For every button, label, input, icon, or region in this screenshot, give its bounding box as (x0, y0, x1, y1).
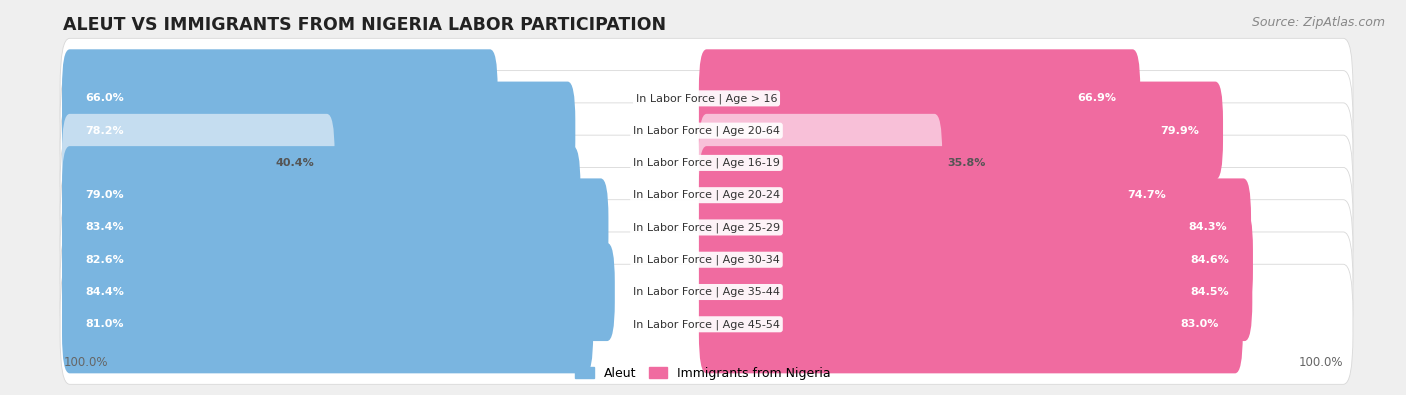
Text: In Labor Force | Age 25-29: In Labor Force | Age 25-29 (633, 222, 780, 233)
Text: 66.9%: 66.9% (1077, 93, 1116, 103)
Legend: Aleut, Immigrants from Nigeria: Aleut, Immigrants from Nigeria (569, 362, 837, 385)
Text: In Labor Force | Age 35-44: In Labor Force | Age 35-44 (633, 287, 780, 297)
Text: Source: ZipAtlas.com: Source: ZipAtlas.com (1251, 16, 1385, 29)
Text: In Labor Force | Age 20-24: In Labor Force | Age 20-24 (633, 190, 780, 200)
Text: 83.0%: 83.0% (1181, 319, 1219, 329)
FancyBboxPatch shape (699, 243, 1253, 341)
Text: 79.0%: 79.0% (86, 190, 124, 200)
FancyBboxPatch shape (62, 275, 593, 373)
Text: 79.9%: 79.9% (1160, 126, 1199, 135)
Text: In Labor Force | Age > 16: In Labor Force | Age > 16 (636, 93, 778, 103)
Text: ALEUT VS IMMIGRANTS FROM NIGERIA LABOR PARTICIPATION: ALEUT VS IMMIGRANTS FROM NIGERIA LABOR P… (63, 16, 666, 34)
FancyBboxPatch shape (60, 135, 1353, 255)
Text: 74.7%: 74.7% (1128, 190, 1167, 200)
Text: 78.2%: 78.2% (86, 126, 124, 135)
Text: 84.4%: 84.4% (86, 287, 125, 297)
Text: 100.0%: 100.0% (63, 356, 108, 369)
FancyBboxPatch shape (60, 167, 1353, 288)
Text: In Labor Force | Age 20-64: In Labor Force | Age 20-64 (633, 125, 780, 136)
FancyBboxPatch shape (62, 146, 581, 244)
FancyBboxPatch shape (699, 275, 1243, 373)
FancyBboxPatch shape (699, 179, 1251, 276)
Text: In Labor Force | Age 16-19: In Labor Force | Age 16-19 (633, 158, 780, 168)
FancyBboxPatch shape (60, 103, 1353, 223)
FancyBboxPatch shape (60, 200, 1353, 320)
Text: In Labor Force | Age 45-54: In Labor Force | Age 45-54 (633, 319, 780, 329)
Text: 84.6%: 84.6% (1191, 255, 1229, 265)
FancyBboxPatch shape (699, 49, 1140, 147)
FancyBboxPatch shape (62, 243, 614, 341)
Text: In Labor Force | Age 30-34: In Labor Force | Age 30-34 (633, 254, 780, 265)
Text: 35.8%: 35.8% (948, 158, 986, 168)
FancyBboxPatch shape (60, 71, 1353, 191)
FancyBboxPatch shape (62, 82, 575, 180)
Text: 83.4%: 83.4% (86, 222, 124, 233)
FancyBboxPatch shape (699, 146, 1189, 244)
FancyBboxPatch shape (60, 38, 1353, 158)
Text: 84.3%: 84.3% (1189, 222, 1227, 233)
Text: 82.6%: 82.6% (86, 255, 124, 265)
Text: 84.5%: 84.5% (1189, 287, 1229, 297)
FancyBboxPatch shape (699, 211, 1253, 309)
Text: 81.0%: 81.0% (86, 319, 124, 329)
FancyBboxPatch shape (699, 82, 1223, 180)
FancyBboxPatch shape (60, 264, 1353, 384)
FancyBboxPatch shape (62, 211, 603, 309)
FancyBboxPatch shape (62, 114, 335, 212)
FancyBboxPatch shape (699, 114, 942, 212)
FancyBboxPatch shape (60, 232, 1353, 352)
Text: 100.0%: 100.0% (1298, 356, 1343, 369)
FancyBboxPatch shape (62, 49, 498, 147)
FancyBboxPatch shape (62, 179, 609, 276)
Text: 40.4%: 40.4% (276, 158, 314, 168)
Text: 66.0%: 66.0% (86, 93, 124, 103)
